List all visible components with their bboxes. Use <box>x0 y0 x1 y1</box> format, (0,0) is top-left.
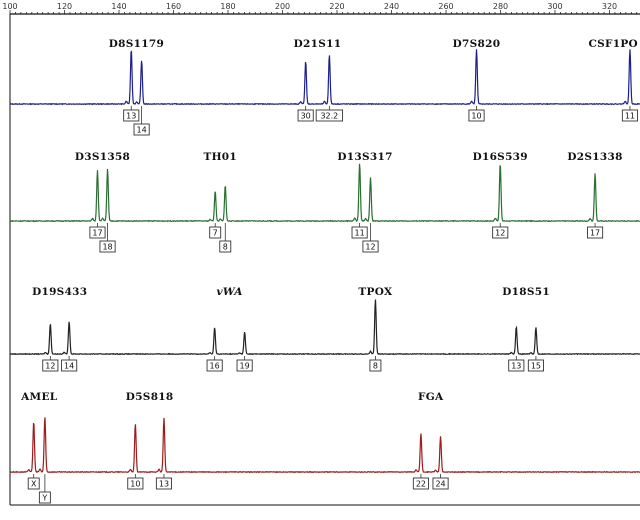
allele-box <box>527 359 544 372</box>
panel-black: D19S433 12 14 vWA 16 19 TPOX 8 D18S51 13 15 <box>9 286 640 372</box>
locus-label: D2S1338 <box>567 151 622 163</box>
allele-label: 14 <box>137 126 147 135</box>
locus-label: D18S51 <box>502 286 550 298</box>
locus-label: D21S11 <box>294 38 342 50</box>
allele-box <box>492 226 509 239</box>
allele-box <box>468 109 485 122</box>
allele-box <box>209 226 222 239</box>
allele-label: Y <box>41 494 47 503</box>
locus-label: CSF1PO <box>588 38 638 50</box>
allele-box <box>621 109 638 122</box>
allele-box <box>89 226 106 239</box>
allele-label: 8 <box>223 243 228 252</box>
allele-box <box>99 240 116 253</box>
locus-label: vWA <box>216 286 242 298</box>
allele-label: 24 <box>435 480 445 489</box>
locus-label: D3S1358 <box>75 151 130 163</box>
allele-label: X <box>31 480 37 489</box>
allele-box <box>219 240 232 253</box>
locus-label: D7S820 <box>453 38 501 50</box>
tick-label: 220 <box>329 2 344 11</box>
allele-box <box>206 359 223 372</box>
locus-label: TPOX <box>358 286 393 298</box>
locus-label: TH01 <box>203 151 237 163</box>
allele-label: 13 <box>511 362 521 371</box>
locus-label: D16S539 <box>473 151 528 163</box>
tick-label: 180 <box>220 2 235 11</box>
tick-label: 260 <box>438 2 453 11</box>
allele-label: 22 <box>416 480 426 489</box>
allele-label: 12 <box>45 362 55 371</box>
allele-box <box>236 359 253 372</box>
allele-label: 7 <box>213 229 218 238</box>
allele-label: 13 <box>159 480 169 489</box>
tick-label: 160 <box>166 2 181 11</box>
allele-box <box>362 240 379 253</box>
trace-red <box>9 417 640 474</box>
allele-box <box>133 123 150 136</box>
allele-box <box>27 477 40 490</box>
tick-label: 240 <box>384 2 399 11</box>
locus-label: FGA <box>418 391 444 403</box>
trace-blue <box>9 49 640 106</box>
trace-green <box>9 163 640 223</box>
tick-label: 300 <box>547 2 562 11</box>
allele-label: 19 <box>240 362 250 371</box>
allele-label: 11 <box>355 229 365 238</box>
allele-box <box>61 359 78 372</box>
allele-label: 11 <box>625 112 635 121</box>
locus-label: D8S1179 <box>109 38 164 50</box>
x-axis: 100 120 140 160 180 200 220 240 260 280 300 320 <box>2 2 640 506</box>
locus-label: D19S433 <box>32 286 87 298</box>
allele-label: 17 <box>590 229 600 238</box>
allele-box <box>351 226 368 239</box>
allele-label: 14 <box>64 362 74 371</box>
allele-label: 18 <box>102 243 112 252</box>
allele-box <box>38 491 51 504</box>
allele-label: 10 <box>130 480 140 489</box>
locus-label: D13S317 <box>337 151 392 163</box>
tick-label: 280 <box>493 2 508 11</box>
allele-label: 30 <box>301 112 311 121</box>
allele-box <box>42 359 59 372</box>
allele-box <box>432 477 449 490</box>
allele-box <box>508 359 525 372</box>
trace-black <box>9 299 640 356</box>
allele-label: 12 <box>495 229 505 238</box>
locus-label: D5S818 <box>126 391 174 403</box>
tick-label: 120 <box>57 2 72 11</box>
locus-label: AMEL <box>20 391 58 403</box>
allele-label: 32.2 <box>320 112 338 121</box>
allele-box <box>315 109 344 122</box>
tick-label: 320 <box>602 2 617 11</box>
allele-box <box>412 477 429 490</box>
allele-box <box>587 226 604 239</box>
allele-box <box>155 477 173 490</box>
allele-label: 8 <box>373 362 378 371</box>
allele-box <box>123 109 140 122</box>
panel-red: AMEL XY D5S818 10 13 FGA 22 24 <box>9 391 640 504</box>
allele-label: 10 <box>471 112 481 121</box>
allele-label: 12 <box>365 243 375 252</box>
panel-green: D3S13581718TH0178D13S3171112D16S53912D2S… <box>9 151 640 253</box>
allele-box <box>297 109 314 122</box>
tick-label: 200 <box>275 2 290 11</box>
tick-label: 100 <box>2 2 17 11</box>
tick-label: 140 <box>111 2 126 11</box>
allele-label: 15 <box>531 362 541 371</box>
allele-label: 16 <box>210 362 220 371</box>
allele-label: 17 <box>92 229 102 238</box>
allele-label: 13 <box>126 112 136 121</box>
allele-box <box>127 477 144 490</box>
allele-box <box>369 359 382 372</box>
